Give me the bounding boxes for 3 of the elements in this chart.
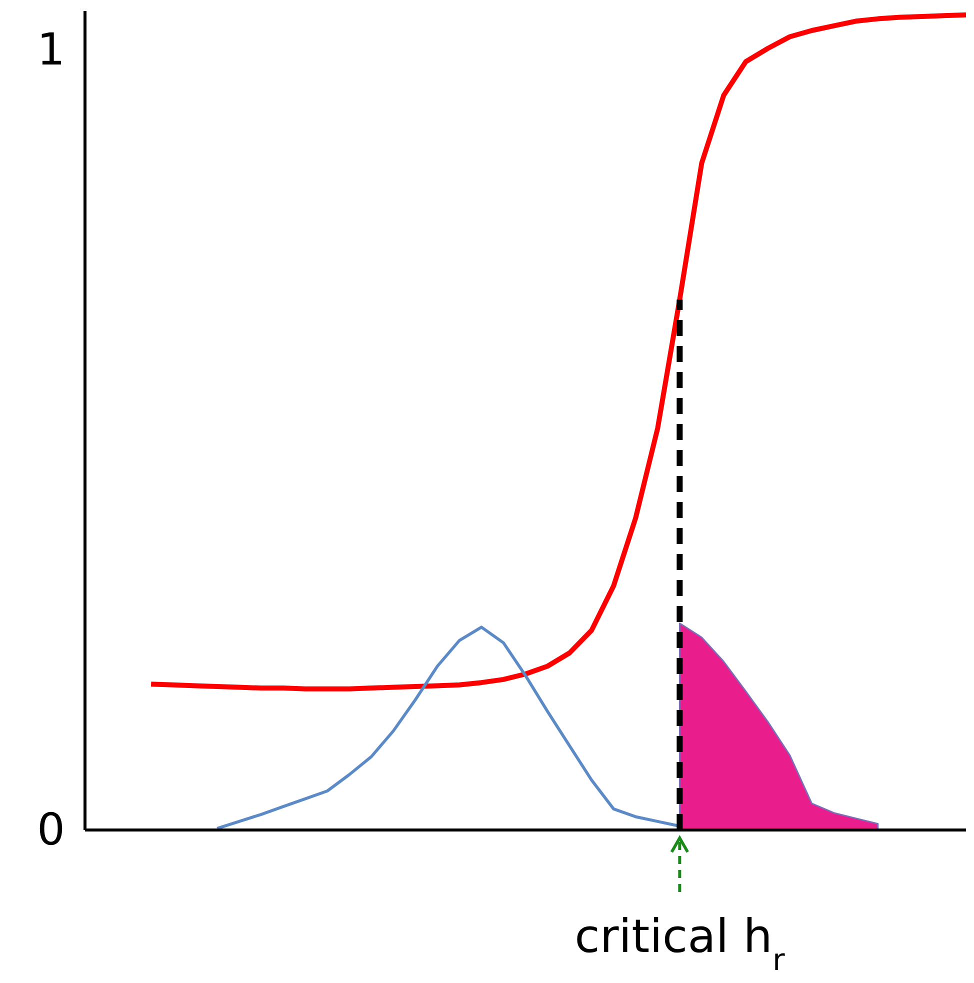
y-tick-label: 1	[37, 24, 65, 76]
text: critical h$_{r}$	[574, 909, 786, 978]
y-tick-label: 0	[37, 804, 65, 856]
